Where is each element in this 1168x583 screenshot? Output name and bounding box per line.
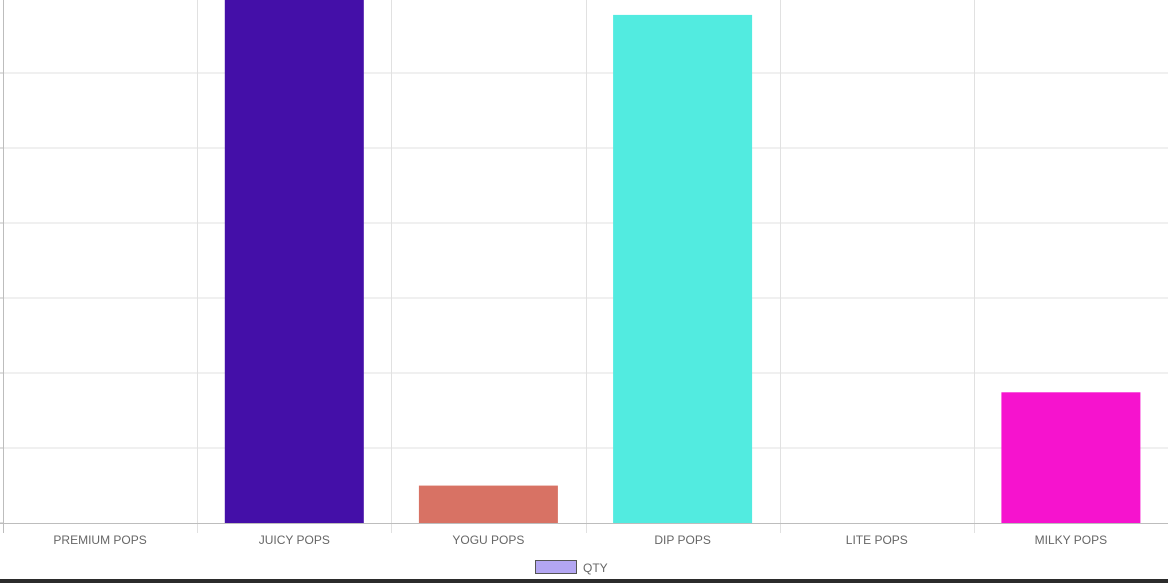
legend[interactable]: QTY [535, 560, 608, 576]
bar-dip-pops[interactable] [613, 14, 753, 524]
bar-juicy-pops[interactable] [224, 0, 364, 523]
x-tick-label: LITE POPS [846, 533, 908, 547]
x-tick-label: DIP POPS [654, 533, 710, 547]
bars [224, 0, 1141, 524]
bar-milky-pops[interactable] [1001, 392, 1141, 524]
x-tick-label: YOGU POPS [452, 533, 524, 547]
bar-yogu-pops[interactable] [418, 485, 558, 523]
x-tick-label: JUICY POPS [259, 533, 330, 547]
gridlines [3, 0, 1168, 533]
legend-swatch[interactable] [535, 560, 577, 574]
x-tick-labels: PREMIUM POPS JUICY POPS YOGU POPS DIP POPS L… [53, 533, 1107, 547]
legend-label[interactable]: QTY [583, 561, 608, 575]
x-tick-label: MILKY POPS [1035, 533, 1107, 547]
x-tick-label: PREMIUM POPS [53, 533, 146, 547]
bottom-edge [0, 579, 1168, 583]
axes [0, 0, 1168, 533]
